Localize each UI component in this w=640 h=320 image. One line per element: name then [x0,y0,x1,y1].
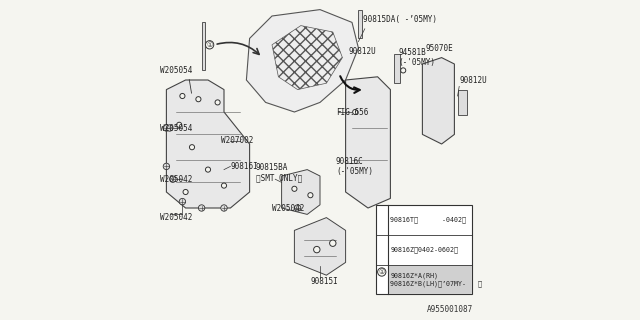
Circle shape [183,189,188,195]
Circle shape [196,97,201,102]
Polygon shape [422,58,454,144]
Text: A955001087: A955001087 [428,305,474,314]
Text: FIG.656: FIG.656 [336,108,369,116]
Circle shape [177,122,182,127]
Circle shape [163,125,170,131]
Circle shape [353,109,358,115]
Circle shape [170,176,176,182]
Circle shape [166,125,173,131]
Text: 94581B
(-'05MY): 94581B (-'05MY) [398,48,435,67]
Circle shape [205,41,214,49]
Text: ①: ① [379,269,385,275]
Circle shape [205,167,211,172]
Text: 90815BA
〈SMT ONLY〉: 90815BA 〈SMT ONLY〉 [256,163,302,182]
Text: 90816Z*A(RH)
90816Z*B(LH)〈’07MY-   〉: 90816Z*A(RH) 90816Z*B(LH)〈’07MY- 〉 [390,272,483,286]
Text: ①: ① [207,42,212,48]
Text: W205042: W205042 [160,175,193,184]
Circle shape [294,205,301,211]
Polygon shape [458,90,467,115]
Polygon shape [294,218,346,275]
Bar [376,205,472,294]
Circle shape [198,205,205,211]
Circle shape [314,246,320,253]
Text: 90816Z〈0402-0602〉: 90816Z〈0402-0602〉 [390,246,458,253]
Circle shape [189,145,195,150]
Text: 90816I: 90816I [230,162,258,171]
Text: 90816T〈      -0402〉: 90816T〈 -0402〉 [390,216,467,223]
Polygon shape [358,10,362,38]
Bar [388,265,472,294]
Circle shape [180,93,185,99]
Text: 90812U: 90812U [349,47,376,56]
Text: 90815I: 90815I [310,277,338,286]
Text: W205054: W205054 [160,124,193,132]
Circle shape [292,186,297,191]
Polygon shape [394,54,400,83]
Circle shape [163,163,170,170]
Text: 90816C
(-'05MY): 90816C (-'05MY) [336,157,373,176]
Text: W205042: W205042 [272,204,305,212]
Circle shape [179,198,186,205]
Circle shape [221,183,227,188]
Circle shape [215,100,220,105]
Polygon shape [346,77,390,208]
Text: 90812U: 90812U [460,76,487,84]
Circle shape [378,268,386,276]
Polygon shape [202,22,205,70]
Text: W207002: W207002 [221,136,253,145]
Circle shape [308,193,313,198]
Text: 95070E: 95070E [426,44,453,52]
Circle shape [221,205,227,211]
Polygon shape [282,170,320,214]
Circle shape [401,68,406,73]
Text: W205054: W205054 [160,66,193,75]
Circle shape [330,240,336,246]
Text: 90815DA( -’05MY): 90815DA( -’05MY) [364,15,437,24]
Polygon shape [166,80,250,208]
Polygon shape [246,10,358,112]
Text: W205042: W205042 [160,213,193,222]
